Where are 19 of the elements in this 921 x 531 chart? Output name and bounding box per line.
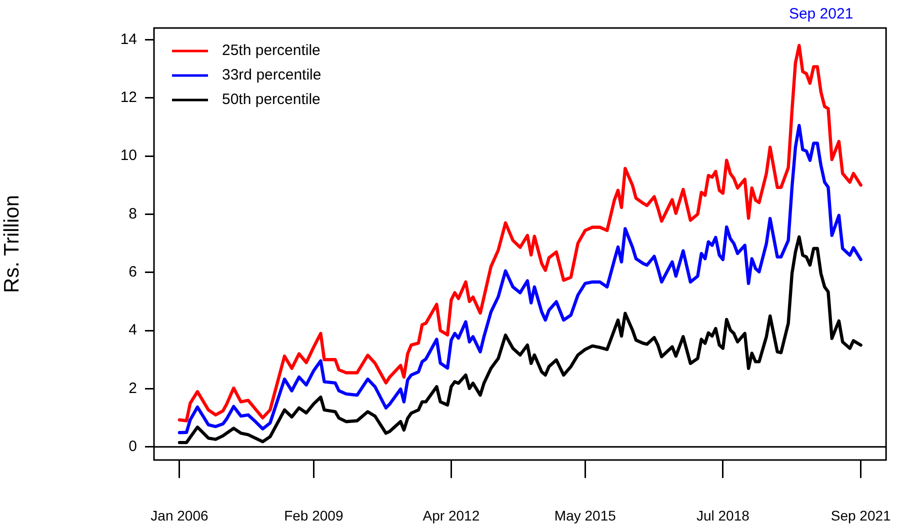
y-tick-label: 6 bbox=[128, 264, 137, 281]
x-tick-label: Jul 2018 bbox=[696, 507, 750, 524]
x-tick-label: Sep 2021 bbox=[830, 507, 892, 524]
x-tick-label: Jan 2006 bbox=[150, 507, 208, 524]
y-tick-label: 4 bbox=[128, 322, 137, 339]
y-tick-label: 0 bbox=[128, 438, 137, 456]
y-tick-label: 8 bbox=[128, 205, 137, 222]
text: Sep 2021 bbox=[788, 6, 854, 23]
y-axis-title: Rs. Trillion bbox=[0, 194, 24, 294]
y-tick-label: 12 bbox=[120, 88, 137, 106]
legend-label: 50th percentile bbox=[222, 91, 320, 108]
y-tick-label: 14 bbox=[120, 30, 137, 48]
y-tick-label: 10 bbox=[120, 147, 137, 164]
x-tick-label: Apr 2012 bbox=[422, 507, 480, 524]
legend-label: 33rd percentile bbox=[222, 66, 322, 84]
x-tick-label: May 2015 bbox=[554, 507, 616, 524]
x-tick-label: Feb 2009 bbox=[284, 507, 344, 524]
legend-label: 25th percentile bbox=[222, 42, 320, 60]
y-tick-label: 2 bbox=[128, 380, 137, 397]
